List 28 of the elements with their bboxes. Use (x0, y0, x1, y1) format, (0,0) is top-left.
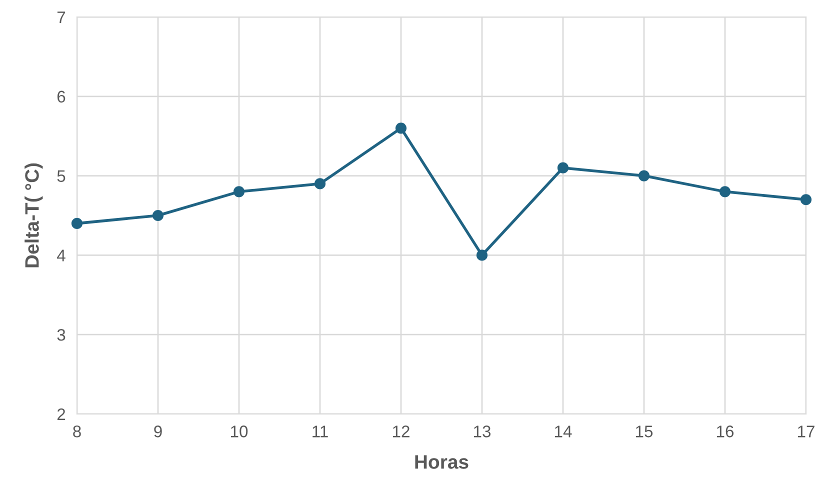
x-tick-label: 17 (798, 426, 814, 438)
x-tick-label: 11 (312, 426, 328, 438)
point (557, 162, 569, 174)
x-tick-label: 15 (636, 426, 653, 438)
point (476, 250, 488, 261)
point (71, 218, 83, 229)
point (800, 194, 812, 206)
y-tick-label: 5 (57, 170, 66, 182)
x-axis-title: Horas (415, 455, 468, 469)
x-tick-label: 16 (717, 426, 734, 438)
point (719, 186, 731, 198)
y-tick-label: 4 (57, 250, 66, 262)
x-tick-label: 8 (73, 426, 81, 438)
x-tick-label: 13 (474, 426, 491, 438)
point (233, 186, 245, 198)
y-tick-label: 6 (57, 90, 66, 103)
x-tick-label: 12 (393, 426, 410, 438)
y-axis-title: Delta-T( °C) (24, 163, 43, 268)
point (638, 170, 650, 182)
x-tick-label: 10 (231, 426, 248, 438)
y-tick-label: 2 (57, 408, 66, 420)
y-tick-label: 7 (57, 12, 66, 24)
x-tick-label: 14 (555, 426, 572, 438)
y-tick-label: 3 (57, 329, 66, 341)
point (152, 210, 164, 222)
point (395, 122, 407, 134)
point (314, 178, 326, 190)
x-tick-label: 9 (154, 426, 162, 438)
